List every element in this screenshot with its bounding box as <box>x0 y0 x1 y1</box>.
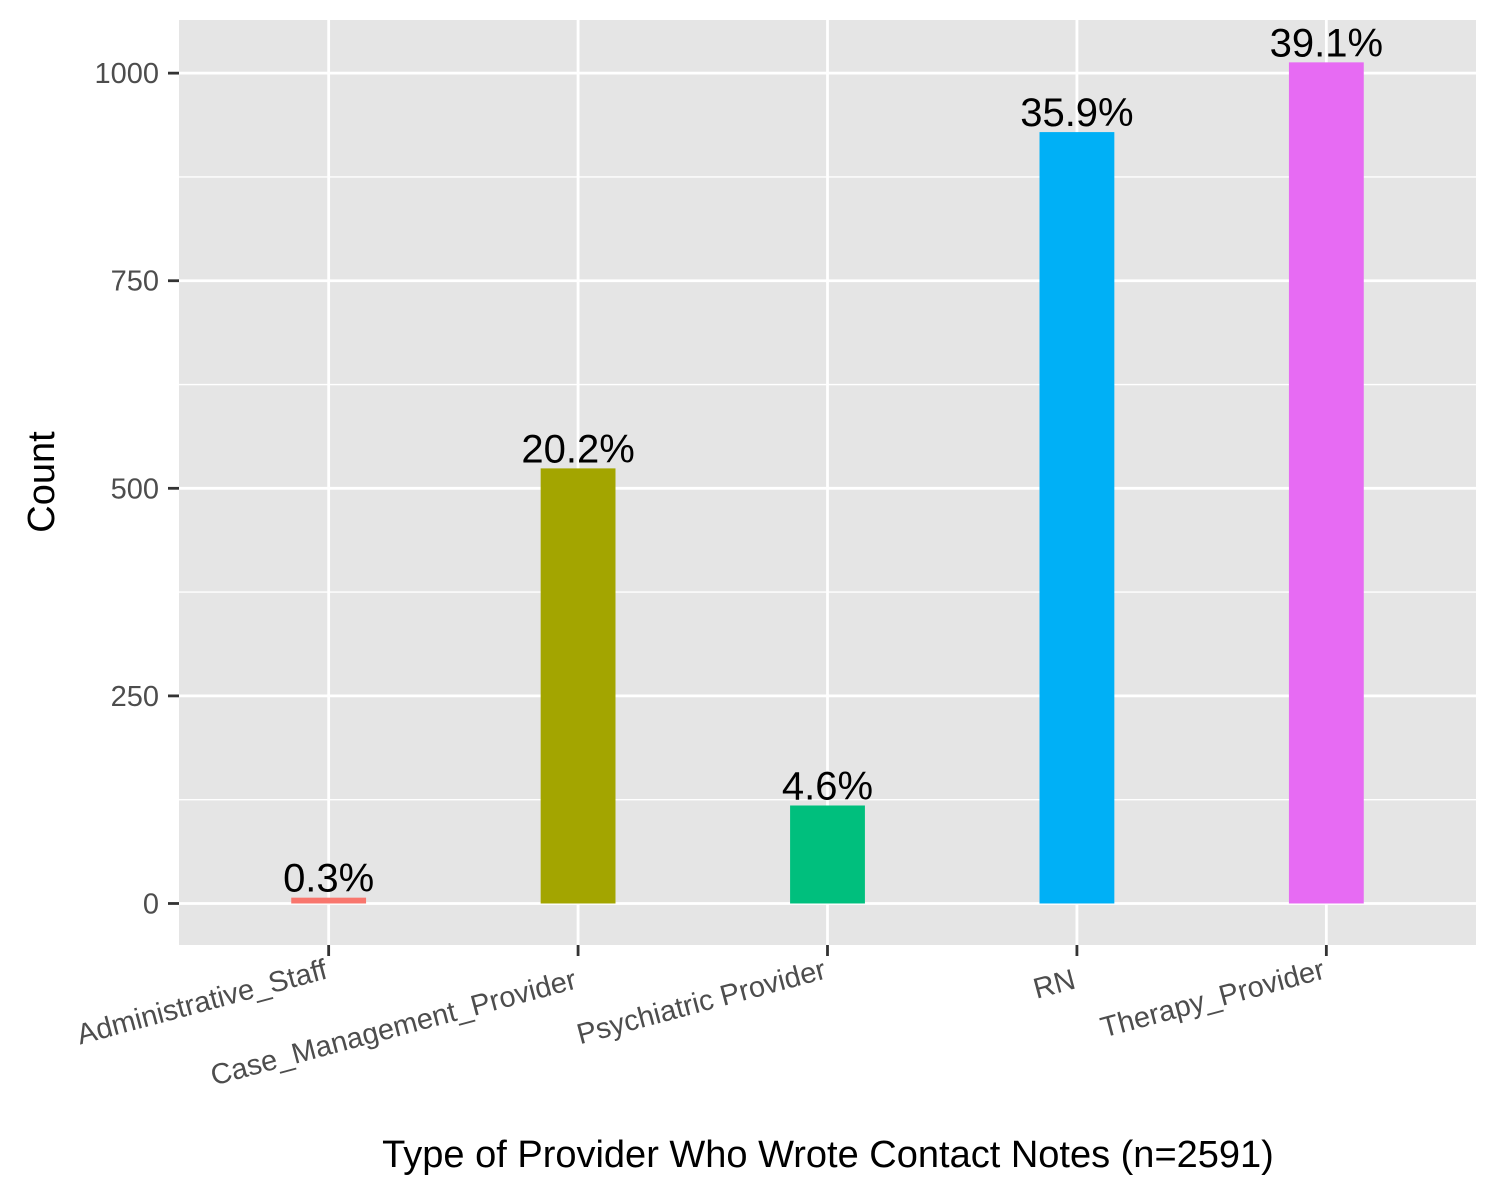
bars <box>291 62 1364 904</box>
bar-data-label: 35.9% <box>1020 91 1133 135</box>
y-axis-title: Count <box>21 431 63 533</box>
bar-labels: 0.3% 20.2% 4.6% 35.9% 39.1% <box>283 21 1383 900</box>
y-tick-label: 0 <box>143 888 159 920</box>
bar <box>1288 62 1364 904</box>
bar-data-label: 20.2% <box>521 427 634 471</box>
bar <box>1039 132 1115 904</box>
x-tick-label: Psychiatric Provider <box>574 954 830 1051</box>
y-tick-label: 250 <box>111 681 159 713</box>
y-tick-label: 500 <box>111 473 159 505</box>
y-axis: 0 250 500 750 1000 <box>94 58 179 920</box>
x-tick-label: RN <box>1030 964 1079 1006</box>
bar-data-label: 0.3% <box>283 857 374 901</box>
x-tick-label: Therapy_Provider <box>1097 954 1328 1045</box>
y-tick-label: 750 <box>111 266 159 298</box>
bar <box>540 468 616 904</box>
bar-data-label: 4.6% <box>782 765 873 809</box>
x-tick-label: Administrative_Staff <box>74 954 332 1052</box>
bar-data-label: 39.1% <box>1270 21 1383 65</box>
bar <box>291 897 367 904</box>
bar <box>790 805 865 904</box>
y-tick-label: 1000 <box>94 58 159 90</box>
x-axis-title: Type of Provider Who Wrote Contact Notes… <box>382 1134 1274 1176</box>
x-axis: Administrative_StaffCase_Management_Prov… <box>74 945 1328 1092</box>
